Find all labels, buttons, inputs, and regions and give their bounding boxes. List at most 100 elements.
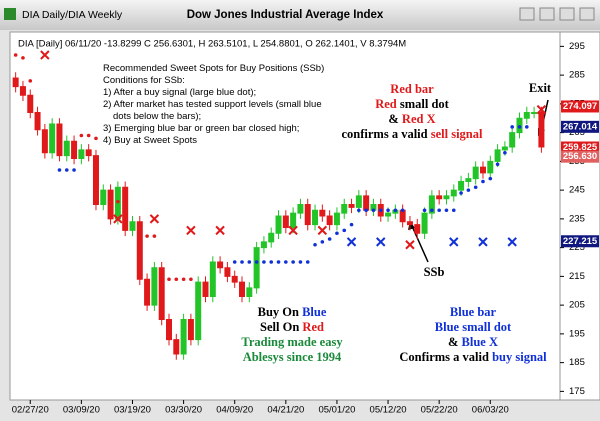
annotation: Red small dot [375, 97, 449, 111]
x-tick-label: 03/19/20 [114, 405, 151, 416]
candle-body [326, 215, 333, 226]
candle-body [107, 189, 114, 220]
signal-dot [495, 162, 500, 167]
candle-body [509, 132, 516, 148]
signal-x [288, 225, 298, 236]
signal-dot [503, 150, 507, 155]
candle-body [63, 140, 70, 157]
candle-body [341, 204, 348, 214]
annotation-span: small dot [397, 97, 450, 111]
candle-body [12, 77, 19, 88]
annotation-span: 3) Emerging blue bar or green bar closed… [103, 123, 299, 134]
annotation-span: Sell On [260, 320, 302, 334]
annotation: Buy On Blue [258, 305, 327, 319]
signal-dot [298, 260, 303, 264]
annotation: 4) Buy at Sweet Spots [103, 135, 197, 146]
candle-body [231, 275, 238, 283]
signal-x [376, 237, 386, 247]
candle-body [436, 195, 443, 200]
annotation-span: buy signal [492, 350, 547, 364]
candle-body [78, 149, 85, 159]
signal-dot [86, 133, 91, 138]
candle-body [385, 212, 392, 217]
annotation: Exit [529, 81, 552, 95]
candle-body [312, 209, 319, 226]
candle-body [180, 319, 187, 355]
candle-body [297, 204, 304, 214]
info-line: DIA [Daily] 06/11/20 -13.8299 C 256.6301… [18, 39, 406, 50]
signal-dot [152, 234, 157, 238]
candle-body [92, 155, 99, 205]
candle-body [165, 319, 172, 341]
price-tag-label: 227.215 [563, 236, 598, 247]
maximize-button[interactable] [539, 7, 555, 21]
candle-body [487, 160, 494, 174]
annotation-span: Trading made easy [241, 335, 343, 349]
signal-dot [57, 168, 62, 172]
signal-x [149, 214, 160, 224]
candle-body [268, 232, 275, 243]
signal-dot [371, 208, 376, 213]
signal-dot [13, 53, 18, 57]
restore-button[interactable] [559, 7, 575, 21]
signal-dot [64, 168, 69, 172]
candle-body [428, 195, 435, 214]
annotation-span: Blue bar [450, 305, 497, 319]
candle-body [494, 149, 501, 162]
candle-body [246, 287, 253, 297]
signal-dot [451, 208, 456, 213]
signal-dot [488, 176, 493, 181]
candle-body [458, 181, 465, 191]
candle-body [472, 166, 479, 180]
signal-dot [116, 199, 120, 204]
candle-body [136, 221, 143, 280]
candle-body [85, 149, 92, 157]
header [0, 0, 600, 30]
annotation-span: Recommended Sweet Spots for Buy Position… [103, 63, 324, 74]
signal-dot [444, 208, 449, 213]
signal-dot [327, 237, 332, 241]
signal-dot [386, 208, 390, 213]
candle-body [253, 247, 260, 289]
annotation: dots below the bars); [113, 111, 201, 122]
candle-body [465, 178, 472, 182]
signal-dot [335, 231, 339, 236]
minimize-button[interactable] [519, 7, 535, 21]
annotation: Blue small dot [435, 320, 512, 334]
signal-dot [393, 208, 398, 213]
price-tag [561, 141, 599, 154]
annotation-span: 4) Buy at Sweet Spots [103, 135, 197, 146]
tabs[interactable]: DIA Daily/DIA Weekly [22, 9, 123, 21]
signal-dot [145, 234, 149, 238]
annotation: Confirms a valid buy signal [399, 350, 547, 364]
x-tick-label: 03/09/20 [63, 405, 100, 416]
candle-body [479, 166, 486, 174]
signal-x [507, 237, 517, 247]
candle-body [406, 221, 413, 226]
candle-body [158, 267, 165, 320]
x-tick-label: 05/22/20 [421, 405, 458, 416]
close-button[interactable] [579, 7, 595, 21]
annotation: 3) Emerging blue bar or green bar closed… [103, 123, 299, 134]
candle-body [260, 241, 267, 249]
candle-body [414, 224, 421, 234]
annotation-span: 1) After a buy signal (large blue dot); [103, 87, 256, 98]
candle-body [100, 189, 107, 205]
annotation-span: Exit [529, 81, 552, 95]
candle-body [348, 204, 355, 208]
signal-dot [262, 260, 266, 264]
y-tick-label: 195 [569, 328, 585, 339]
annotation: & Blue X [448, 335, 498, 349]
price-tag [561, 150, 599, 163]
price-tag-label: 259.825 [563, 142, 598, 153]
annotation-span: & [448, 335, 462, 349]
signal-dot [364, 208, 368, 213]
price-axis [559, 31, 600, 401]
candle-body [195, 281, 202, 341]
annotation-span: sell signal [431, 127, 483, 141]
candle-body [217, 261, 224, 269]
annotation-span: 2) After market has tested support level… [103, 99, 322, 110]
signal-dot [276, 260, 281, 264]
annotation-span: Confirms a valid [399, 350, 492, 364]
